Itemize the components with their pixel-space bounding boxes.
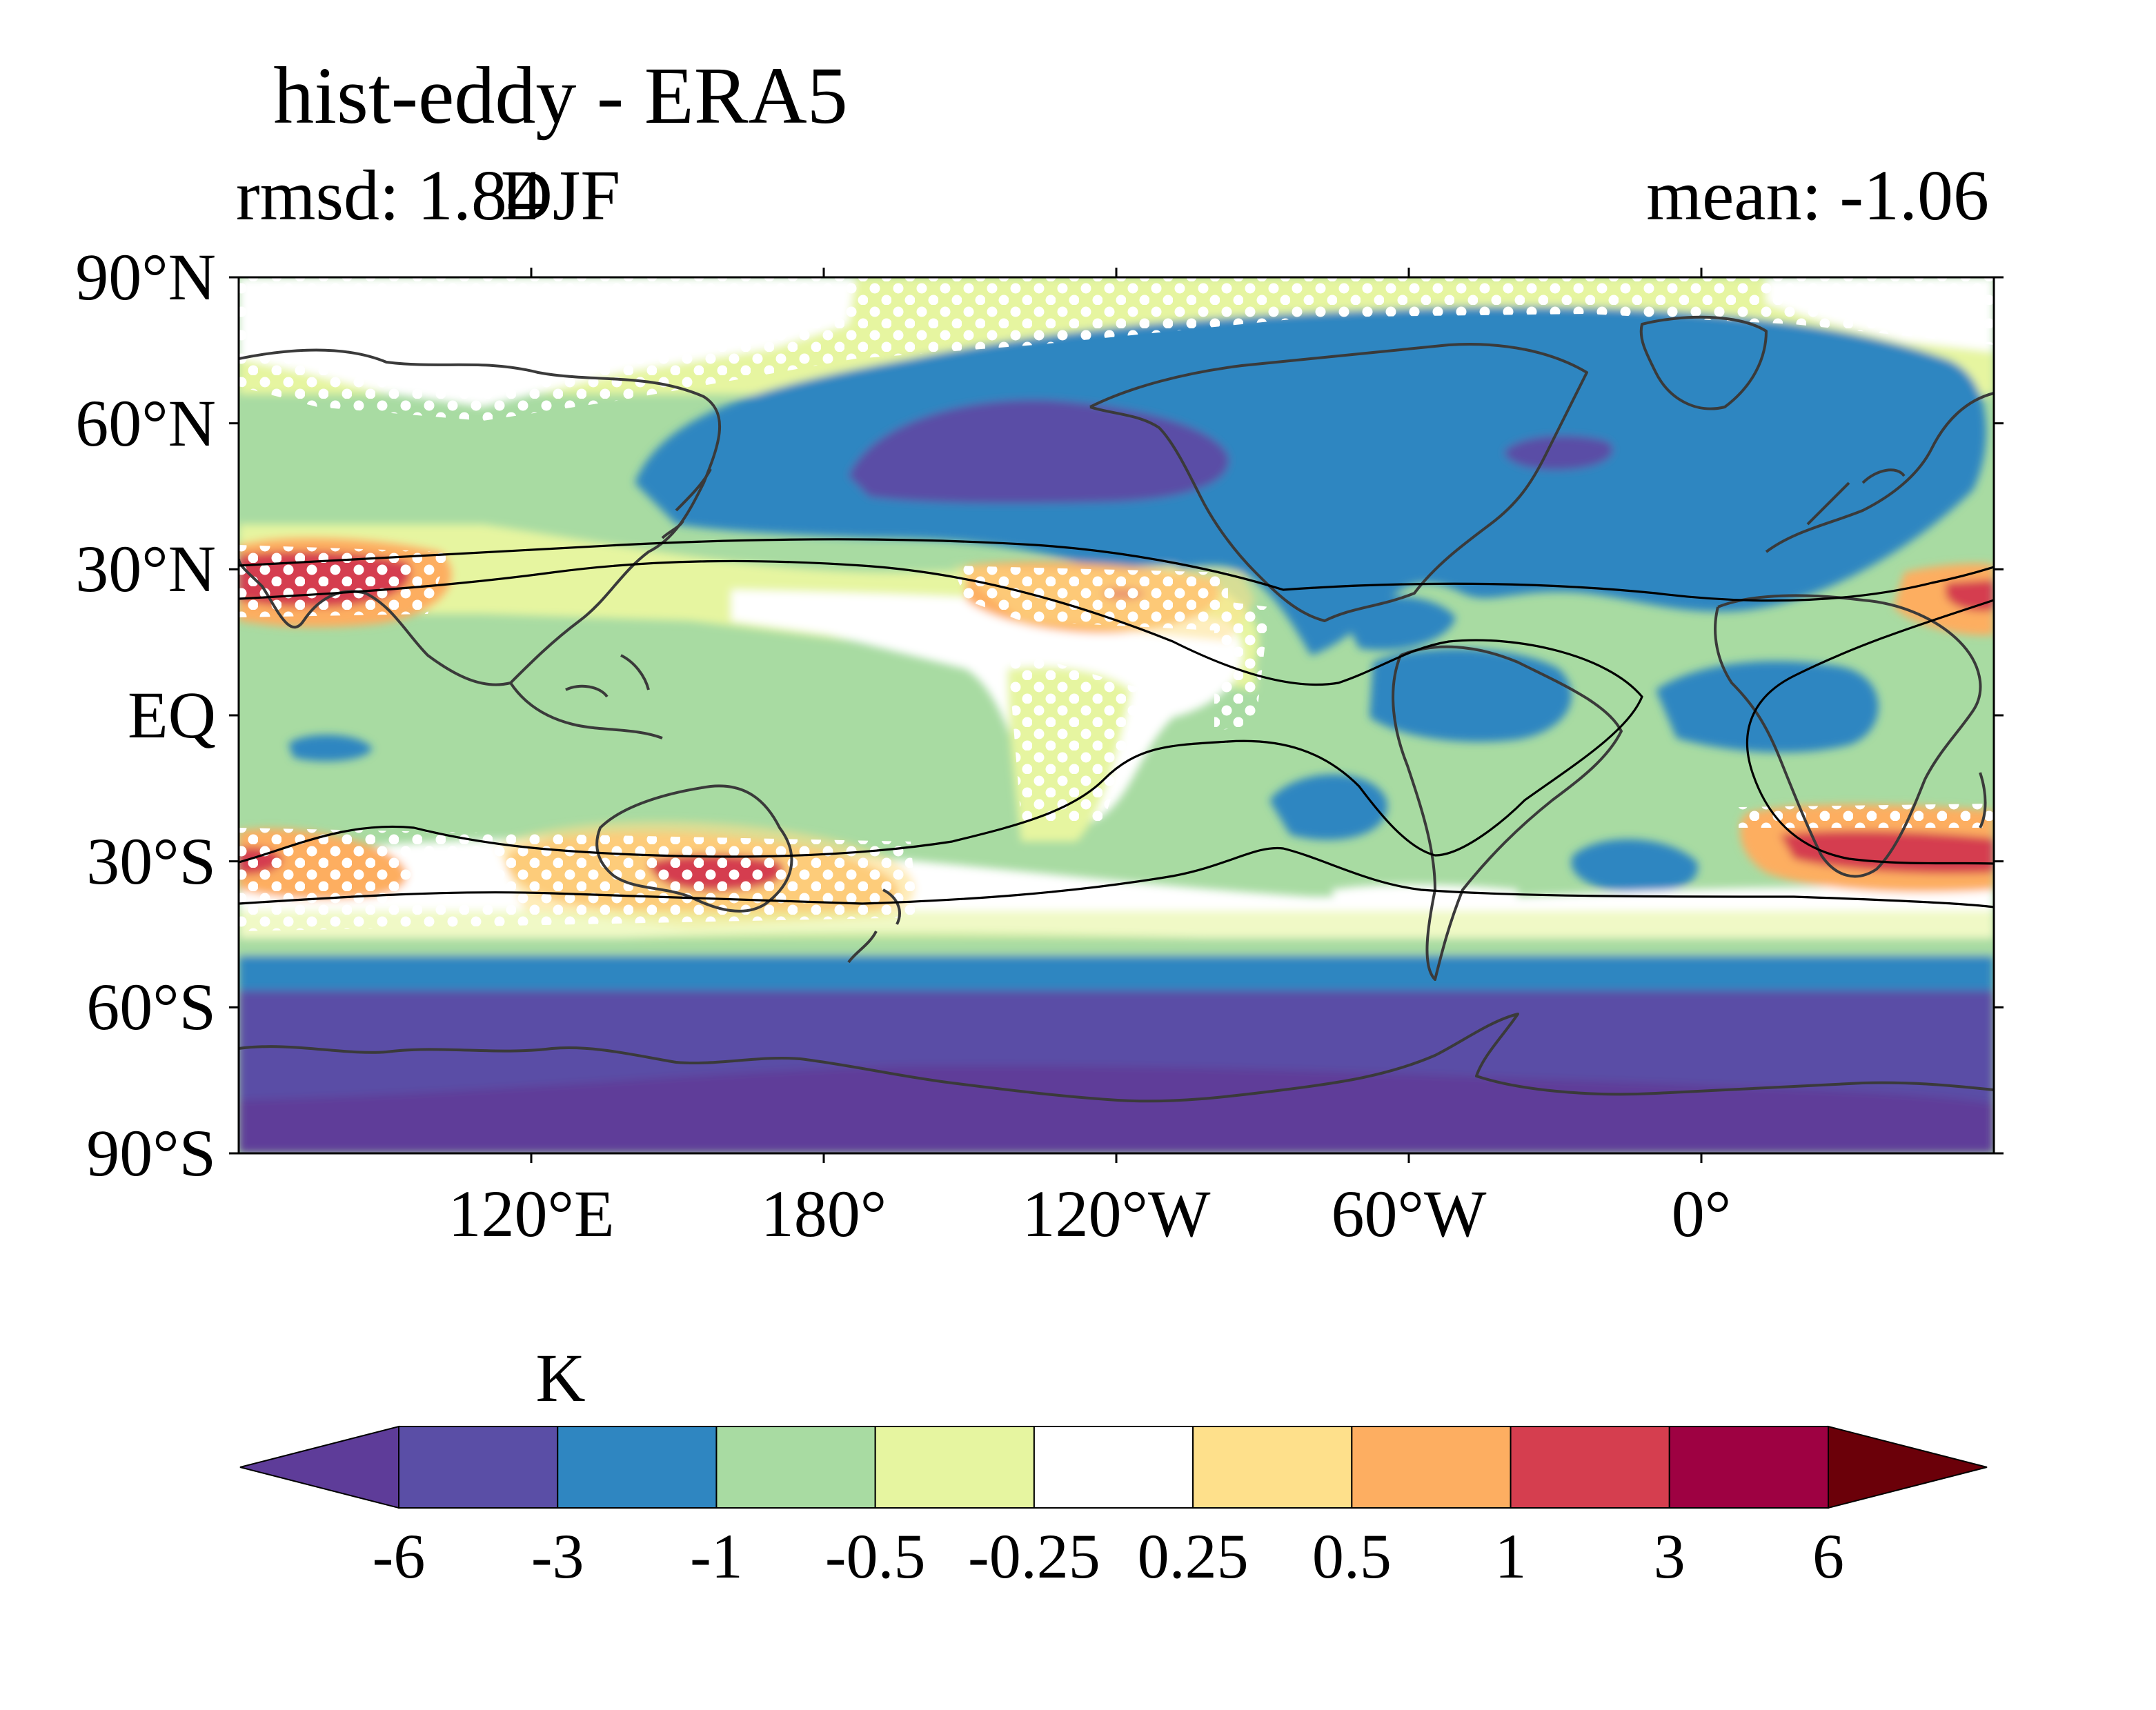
nh-blue-region — [635, 306, 1987, 655]
colorbar-swatch — [398, 1426, 559, 1509]
lat-tick-label: 60°S — [86, 970, 216, 1044]
colorbar-tick-label: -0.25 — [968, 1521, 1100, 1591]
southern-ocean-blue — [239, 955, 1994, 993]
colorbar-swatch — [874, 1426, 1035, 1509]
lat-tick-label: 60°N — [75, 386, 216, 460]
colorbar-tick-label: -6 — [372, 1521, 426, 1591]
colorbar-tick-label: 0.25 — [1137, 1521, 1249, 1591]
colorbar-swatch — [1668, 1426, 1830, 1509]
coast-japan — [661, 468, 712, 539]
lat-tick-label: 30°S — [86, 824, 216, 898]
coast-southeast-asia — [509, 654, 663, 739]
indian-ocean-blue — [288, 735, 373, 762]
contour-lines — [239, 538, 1994, 908]
antarctic-deep-purple — [239, 1065, 1994, 1153]
lon-tick-label: 0° — [1671, 1177, 1732, 1251]
colorbar-swatch — [1351, 1426, 1512, 1509]
map-title: hist-eddy - ERA5 — [273, 50, 848, 141]
central-atlantic-blue — [1338, 596, 1456, 650]
coast-north-america — [1089, 343, 1588, 622]
colorbar-unit-label: K — [535, 1340, 586, 1416]
map-panel — [239, 277, 1994, 1153]
lon-tick-label: 60°W — [1331, 1177, 1487, 1251]
lon-tick-label: 120°W — [1022, 1177, 1211, 1251]
contour-africa-loop — [1746, 599, 1994, 865]
coast-europe — [1765, 392, 1994, 553]
stipple-central-pacific — [1007, 648, 1145, 821]
contour-nh-lower — [239, 559, 1643, 864]
colorbar-swatch — [715, 1426, 876, 1509]
lat-tick-label: 90°S — [86, 1116, 216, 1190]
coast-south-america — [1392, 645, 1623, 981]
colorbar-tick-label: -1 — [690, 1521, 743, 1591]
stipple-sh-band — [239, 828, 918, 931]
colorbar-swatch — [557, 1426, 718, 1509]
coast-eurasia — [239, 348, 721, 686]
lon-tick-label: 180° — [760, 1177, 887, 1251]
lon-tick-label: 120°E — [448, 1177, 615, 1251]
colorbar-tick-label: 3 — [1653, 1521, 1685, 1591]
colorbar-swatch — [1033, 1426, 1194, 1509]
lat-tick-label: 90°N — [75, 240, 216, 314]
south-america-blue — [1369, 648, 1572, 742]
colorbar-tick-label: 6 — [1812, 1521, 1844, 1591]
stipple-east-pacific — [1214, 600, 1269, 731]
stipple-north-pacific — [952, 566, 1228, 631]
axis-ticks — [229, 268, 2004, 1163]
coast-antarctica — [239, 1013, 1994, 1103]
colorbar-tick-label: -3 — [531, 1521, 584, 1591]
coast-madagascar — [1979, 772, 1987, 828]
stipple-south-africa — [1739, 804, 1994, 828]
south-pacific-blue — [1269, 774, 1387, 840]
stipple-arctic — [239, 277, 1994, 421]
contour-nh-upper — [239, 538, 1994, 602]
colorbar-tick-label: -0.5 — [824, 1521, 926, 1591]
atlantic-africa-blue — [1656, 661, 1879, 753]
coast-africa — [1714, 594, 1982, 878]
season-label: DJF — [500, 156, 621, 235]
coast-greenland — [1639, 315, 1768, 410]
lat-tick-label: 30°N — [75, 532, 216, 606]
colorbar-swatch — [1192, 1426, 1353, 1509]
colorbar-tick-label: 1 — [1494, 1521, 1527, 1591]
lat-tick-label: EQ — [128, 678, 216, 752]
rmsd-label: rmsd: 1.84 — [236, 156, 543, 235]
labrador-purple-low — [1504, 435, 1613, 470]
colorbar-swatch — [1510, 1426, 1670, 1509]
coastlines — [239, 315, 1994, 1103]
coast-new-zealand — [847, 888, 901, 964]
mean-label: mean: -1.06 — [1646, 156, 1989, 235]
coast-australia — [595, 784, 793, 913]
colorbar — [239, 1425, 1988, 1509]
south-atlantic-blue — [1571, 839, 1698, 893]
aleutian-purple-low — [849, 399, 1229, 504]
colorbar-extend-low — [239, 1425, 399, 1509]
colorbar-extend-high — [1828, 1425, 1988, 1509]
colorbar-tick-label: 0.5 — [1312, 1521, 1392, 1591]
contour-sh-lower — [239, 846, 1994, 908]
